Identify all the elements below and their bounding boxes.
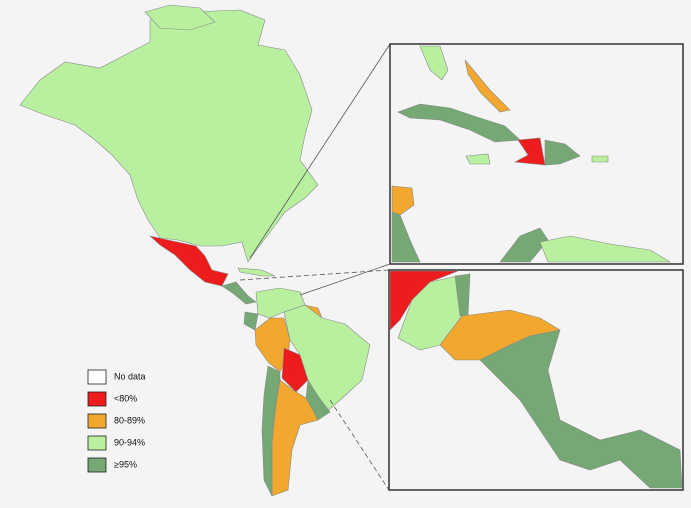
legend-swatch [87,369,107,385]
legend-label: ≥95% [114,459,137,469]
central-america-inset [391,211,421,263]
legend-swatch [87,435,107,451]
dominican-republic [544,139,581,166]
panama-colombia [499,227,549,263]
central-america [221,281,257,305]
legend-label: <80% [114,393,137,403]
legend-label: No data [114,371,146,381]
florida [419,45,449,81]
legend-label: 80-89% [114,415,145,425]
haiti [513,137,546,166]
legend-label: 90-94% [114,437,145,447]
venezuela-inset [539,235,672,263]
paraguay-uruguay [305,379,331,421]
legend-swatch [87,413,107,429]
legend: No data <80% 80-89% 90-94% ≥95% [87,369,146,473]
legend-swatch [87,457,107,473]
cuba [237,267,276,277]
chile [261,365,281,497]
legend-swatch [87,391,107,407]
jamaica [465,153,491,165]
arctic-islands [144,4,216,31]
nicaragua-costa-rica-panama [479,329,683,489]
puerto-rico [591,155,609,163]
north-america [19,9,319,263]
bolivia [281,347,309,393]
caribbean-inset [389,43,684,265]
connectors [239,43,391,491]
yucatan [391,185,415,216]
central-america-inset [388,269,684,491]
americas [19,4,371,497]
bahamas [464,59,511,113]
mexico [148,235,229,287]
